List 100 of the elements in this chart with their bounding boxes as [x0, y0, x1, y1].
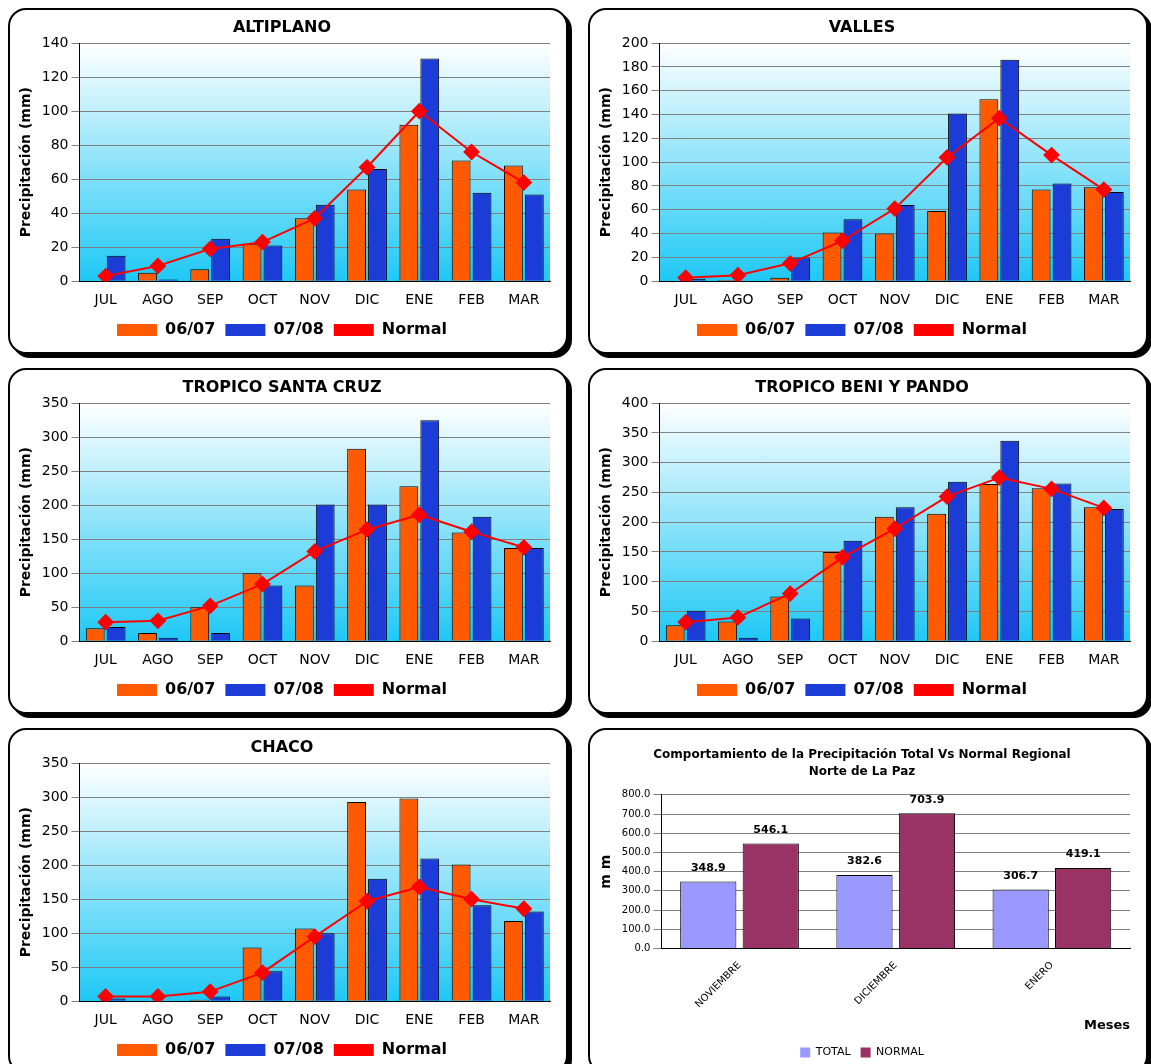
x-tick-label: AGO — [142, 1011, 174, 1028]
legend-label: 07/08 — [853, 319, 904, 339]
x-tick-label: ENE — [405, 1011, 434, 1028]
data-label: 306.7 — [1003, 868, 1039, 882]
y-tick-label: 800.0 — [621, 788, 651, 800]
y-tick-label: 80 — [50, 135, 69, 152]
point — [1095, 181, 1112, 198]
chart-title: ALTIPLANO — [232, 16, 332, 36]
x-tick-label: JUL — [93, 1011, 117, 1028]
y-tick-label: 700.0 — [621, 807, 651, 819]
point — [202, 597, 219, 614]
x-tick-label: MAR — [508, 1011, 540, 1028]
chart-title: VALLES — [828, 16, 896, 36]
x-tick-label: FEB — [1038, 291, 1065, 308]
y-tick-label: 20 — [50, 237, 69, 254]
x-tick-label: FEB — [458, 291, 485, 308]
y-tick-label: 0.0 — [634, 942, 651, 954]
legend-label: 06/07 — [165, 1039, 216, 1059]
x-tick-label: FEB — [458, 1011, 485, 1028]
x-tick-label: SEP — [777, 651, 804, 668]
point — [463, 891, 480, 908]
y-axis-title: Precipitación (mm) — [17, 447, 34, 598]
point — [1043, 147, 1060, 164]
y-tick-label: 0 — [59, 991, 69, 1008]
chart-title: TROPICO BENI Y PANDO — [755, 376, 969, 396]
y-tick-label: 80 — [630, 176, 649, 193]
y-tick-label: 160 — [621, 81, 649, 98]
legend-label: Normal — [381, 679, 447, 699]
point — [886, 520, 903, 537]
y-tick-label: 100 — [41, 101, 69, 118]
point — [306, 543, 323, 560]
y-tick-label: 300.0 — [621, 884, 651, 896]
point — [729, 267, 746, 282]
y-tick-label: 40 — [50, 203, 69, 220]
legend-label: Normal — [961, 679, 1027, 699]
y-tick-label: 100 — [621, 572, 649, 589]
y-axis-title: m m — [597, 854, 614, 889]
x-axis-title: Meses — [1083, 1016, 1131, 1032]
legend-label: Normal — [381, 319, 447, 339]
point — [515, 900, 532, 917]
y-tick-label: 120 — [41, 67, 69, 84]
legend-label: Normal — [381, 1039, 447, 1059]
x-tick-label: ENE — [985, 291, 1014, 308]
data-label: 703.9 — [909, 792, 945, 806]
x-tick-label: NOV — [879, 291, 911, 308]
y-tick-label: 200 — [41, 855, 69, 872]
point — [254, 964, 271, 981]
data-label: 382.6 — [847, 854, 883, 868]
y-tick-label: 500.0 — [621, 846, 651, 858]
chart-title: CHACO — [250, 736, 314, 756]
point — [886, 200, 903, 217]
point — [97, 988, 114, 1002]
x-tick-label: AGO — [722, 291, 754, 308]
y-tick-label: 250 — [41, 821, 69, 838]
y-tick-label: 250 — [41, 461, 69, 478]
point — [834, 549, 851, 566]
x-tick-label: FEB — [458, 651, 485, 668]
y-tick-label: 200 — [41, 495, 69, 512]
y-tick-label: 40 — [630, 224, 649, 241]
x-tick-label: MAR — [508, 291, 540, 308]
y-tick-label: 120 — [621, 129, 649, 146]
legend-label: 07/08 — [273, 1039, 324, 1059]
x-tick-label: JUL — [93, 291, 117, 308]
point — [1043, 480, 1060, 497]
x-tick-label: MAR — [508, 651, 540, 668]
legend-label: 06/07 — [745, 319, 796, 339]
x-tick-label: SEP — [197, 651, 224, 668]
point — [411, 506, 428, 523]
point — [1095, 499, 1112, 516]
point — [463, 523, 480, 540]
y-tick-label: 100.0 — [621, 922, 651, 934]
x-tick-label: DIC — [934, 651, 960, 668]
x-tick-label: MAR — [1088, 651, 1120, 668]
point — [834, 232, 851, 249]
point — [359, 893, 376, 910]
y-tick-label: 50 — [50, 957, 69, 974]
point — [782, 255, 799, 272]
y-axis-title: Precipitación (mm) — [17, 87, 34, 238]
y-tick-label: 400 — [621, 393, 649, 410]
point — [677, 614, 694, 631]
x-tick-label: DIC — [354, 291, 380, 308]
x-tick-label: NOV — [299, 291, 331, 308]
y-axis-title: Precipitación (mm) — [17, 807, 34, 958]
x-tick-label: NOV — [299, 651, 331, 668]
y-tick-label: 180 — [621, 57, 649, 74]
x-tick-label: ENE — [985, 651, 1014, 668]
y-tick-label: 0 — [59, 271, 69, 288]
x-tick-label: OCT — [247, 291, 278, 308]
y-tick-label: 600.0 — [621, 826, 651, 838]
point — [359, 159, 376, 176]
point — [149, 988, 166, 1002]
chart-title: Comportamiento de la Precipitación Total Vs Normal Regional — [653, 747, 1071, 762]
x-tick-label: FEB — [1038, 651, 1065, 668]
point — [991, 110, 1008, 127]
data-label: 546.1 — [753, 822, 789, 836]
point — [729, 609, 746, 626]
y-tick-label: 350 — [41, 393, 69, 410]
point — [411, 103, 428, 120]
point — [463, 144, 480, 160]
legend-label: 07/08 — [273, 679, 324, 699]
